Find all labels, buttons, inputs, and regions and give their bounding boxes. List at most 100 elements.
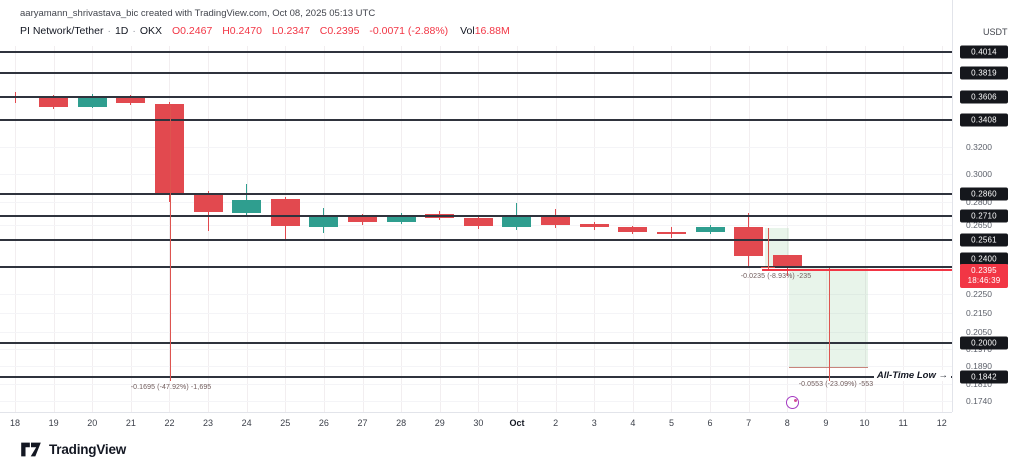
grid-line-vertical (516, 46, 518, 412)
event-marker-icon[interactable] (786, 396, 799, 409)
price-level-line (0, 214, 952, 217)
time-axis-label: 30 (473, 418, 484, 428)
time-axis-label: Oct (509, 418, 525, 428)
symbol-name[interactable]: PI Network/Tether (20, 25, 104, 37)
price-level-line (0, 192, 952, 195)
time-axis-label: 5 (668, 418, 674, 428)
time-axis-label: 12 (936, 418, 947, 428)
ohlc-high: H0.2470 (222, 25, 262, 37)
candle-down[interactable] (116, 96, 146, 104)
price-axis-label: 0.3000 (966, 168, 992, 179)
candle-down[interactable] (734, 227, 764, 256)
grid-line-horizontal (0, 366, 952, 368)
tradingview-logo-icon (21, 442, 41, 457)
price-level-line (0, 341, 952, 344)
candle-up[interactable] (502, 215, 532, 227)
ohlc-open: O0.2467 (172, 25, 213, 37)
candle-down[interactable] (348, 215, 378, 223)
grid-line-horizontal (0, 400, 952, 402)
price-axis-label: 0.2800 (966, 197, 992, 208)
interval-label[interactable]: 1D (114, 25, 129, 37)
grid-line-horizontal (0, 173, 952, 175)
grid-line-horizontal (0, 332, 952, 334)
price-level-badge: 0.2000 (960, 336, 1008, 350)
grid-line-vertical (594, 46, 596, 412)
grid-line-vertical (15, 46, 16, 412)
price-level-line (0, 238, 952, 241)
price-level-line (0, 71, 952, 74)
time-axis-label: 7 (746, 418, 752, 428)
grid-line-vertical (92, 46, 94, 412)
grid-line-vertical (825, 46, 827, 412)
time-axis-label: 9 (823, 418, 829, 428)
measurement-label[interactable]: -0.0235 (-8.93%) -235 (740, 273, 812, 280)
time-axis-label: 3 (591, 418, 597, 428)
candle-up[interactable] (77, 96, 107, 107)
candle-down[interactable] (39, 95, 69, 107)
price-axis[interactable]: USDT 0.2395 18:46:39 0.4014 0.3819 0.3606 0… (952, 0, 1024, 412)
candle-down[interactable] (541, 215, 571, 226)
candle-down[interactable] (772, 255, 802, 268)
measurement-label[interactable]: -0.0553 (-23.09%) -553 (798, 381, 874, 388)
candle-down[interactable] (618, 227, 648, 233)
candle-up[interactable] (695, 227, 725, 233)
grid-line-vertical (864, 46, 866, 412)
change-value: -0.0071 (-2.88%) (369, 25, 449, 37)
ohlc-close: C0.2395 (319, 25, 360, 37)
price-axis-label: 0.2050 (966, 327, 992, 338)
volume-label: Vol (460, 25, 475, 37)
grid-line-vertical (285, 46, 287, 412)
time-axis-label: 22 (164, 418, 175, 428)
time-axis-label: 6 (707, 418, 713, 428)
candle-down[interactable] (656, 231, 686, 235)
separator-dot: · (107, 25, 111, 37)
time-axis[interactable]: 18 19 20 21 22 23 24 25 26 27 28 29 30 Oct 2 3 4 5 6 7 8 9 10 1… (0, 412, 952, 437)
time-axis-label: 23 (203, 418, 214, 428)
time-axis-label: 19 (48, 418, 59, 428)
price-level-badge: 0.2860 (960, 187, 1008, 200)
candle-down[interactable] (193, 192, 223, 212)
candle-up[interactable] (232, 199, 262, 213)
price-axis-label: 0.2250 (966, 288, 992, 299)
candle-up[interactable] (386, 214, 416, 223)
candle-down[interactable] (270, 199, 300, 226)
candle-down[interactable] (579, 224, 609, 228)
tradingview-attribution-bar[interactable]: TradingView (20, 436, 126, 463)
time-axis-label: 4 (630, 418, 636, 428)
chart-pane[interactable]: -0.1695 (-47.92%) -1,695 -0.0235 (-8.93%… (0, 0, 952, 412)
price-axis-label: 0.1890 (966, 361, 992, 372)
grid-line-vertical (53, 46, 55, 412)
tradingview-logo-text: TradingView (49, 442, 127, 457)
measurement-label[interactable]: -0.1695 (-47.92%) -1,695 (130, 384, 212, 391)
time-axis-label: 2 (553, 418, 559, 428)
time-axis-label: 11 (898, 418, 908, 428)
price-axis-label: 0.3200 (966, 141, 992, 152)
price-axis-label: 0.2150 (966, 307, 992, 318)
grid-line-vertical (246, 46, 248, 412)
exchange-label[interactable]: OKX (139, 25, 163, 37)
time-axis-label: 20 (87, 418, 98, 428)
price-level-badge: 0.3819 (960, 66, 1008, 80)
price-level-line (0, 265, 952, 268)
last-price-value: 0.2395 (971, 266, 997, 275)
price-level-badge: 0.4014 (960, 45, 1008, 59)
grid-line-horizontal (0, 202, 952, 204)
candle-up[interactable] (309, 216, 339, 228)
price-level-badge: 0.3606 (960, 90, 1008, 104)
candle-down[interactable] (154, 103, 184, 193)
candle-down[interactable] (463, 218, 493, 227)
grid-line-horizontal (0, 312, 952, 314)
price-level-badge: 0.2710 (960, 209, 1008, 223)
grid-line-vertical (401, 46, 403, 412)
time-axis-label: 10 (859, 418, 870, 428)
time-axis-label: 24 (241, 418, 252, 428)
measurement-range-area[interactable] (789, 267, 868, 368)
separator-dot: · (132, 25, 136, 37)
grid-line-vertical (555, 46, 557, 412)
price-level-line (0, 51, 952, 53)
price-level-line (0, 95, 952, 98)
time-axis-label: 18 (9, 418, 21, 428)
grid-line-vertical (439, 46, 441, 412)
all-time-low-label: All-Time Low → (873, 370, 951, 381)
